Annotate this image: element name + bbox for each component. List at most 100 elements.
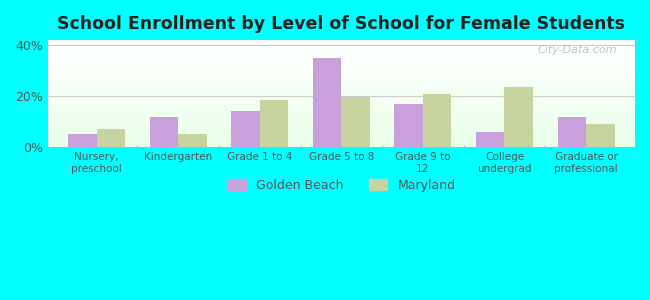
Bar <box>47 119 635 120</box>
Bar <box>47 126 635 127</box>
Bar <box>47 87 635 88</box>
Bar <box>47 57 635 58</box>
Bar <box>47 60 635 62</box>
Bar <box>47 68 635 69</box>
Bar <box>47 102 635 103</box>
Bar <box>47 140 635 141</box>
Bar <box>47 59 635 60</box>
Bar <box>47 135 635 136</box>
Bar <box>47 49 635 50</box>
Bar <box>47 142 635 143</box>
Bar <box>231 112 260 147</box>
Bar <box>47 118 635 119</box>
Bar <box>47 71 635 72</box>
Bar <box>423 94 452 147</box>
Bar <box>178 134 207 147</box>
Bar <box>47 114 635 115</box>
Bar <box>47 143 635 144</box>
Bar <box>47 120 635 122</box>
Bar <box>47 54 635 55</box>
Bar <box>47 44 635 46</box>
Bar <box>47 130 635 131</box>
Bar <box>47 116 635 117</box>
Bar <box>47 81 635 82</box>
Bar <box>47 75 635 76</box>
Bar <box>47 93 635 94</box>
Bar <box>47 74 635 75</box>
Bar <box>47 95 635 96</box>
Bar <box>47 110 635 111</box>
Bar <box>47 139 635 140</box>
Bar <box>47 137 635 139</box>
Bar <box>47 67 635 68</box>
Bar <box>47 129 635 130</box>
Bar <box>47 100 635 101</box>
Bar <box>47 125 635 126</box>
Bar <box>47 88 635 89</box>
Bar <box>47 72 635 73</box>
Bar <box>47 106 635 107</box>
Bar <box>47 146 635 147</box>
Bar <box>586 124 615 147</box>
Bar <box>260 100 289 147</box>
Bar <box>47 101 635 102</box>
Bar <box>47 117 635 118</box>
Bar <box>47 83 635 84</box>
Bar <box>313 58 341 147</box>
Bar <box>47 111 635 112</box>
Bar <box>47 144 635 145</box>
Bar <box>97 129 125 147</box>
Bar <box>47 99 635 100</box>
Bar <box>47 63 635 64</box>
Bar <box>47 65 635 66</box>
Bar <box>47 73 635 74</box>
Bar <box>150 117 178 147</box>
Bar <box>395 104 423 147</box>
Bar <box>47 85 635 86</box>
Bar <box>47 84 635 85</box>
Bar <box>47 104 635 105</box>
Bar <box>47 70 635 71</box>
Bar <box>558 117 586 147</box>
Bar <box>47 124 635 125</box>
Bar <box>68 134 97 147</box>
Bar <box>47 52 635 53</box>
Bar <box>47 51 635 52</box>
Bar <box>47 58 635 59</box>
Bar <box>47 103 635 104</box>
Bar <box>47 94 635 95</box>
Bar <box>47 82 635 83</box>
Bar <box>47 56 635 57</box>
Bar <box>47 66 635 67</box>
Bar <box>47 109 635 110</box>
Legend: Golden Beach, Maryland: Golden Beach, Maryland <box>222 173 460 196</box>
Bar <box>341 98 370 147</box>
Bar <box>47 46 635 48</box>
Bar <box>47 131 635 132</box>
Bar <box>47 115 635 116</box>
Bar <box>47 92 635 93</box>
Bar <box>47 76 635 78</box>
Bar <box>47 136 635 137</box>
Bar <box>47 43 635 44</box>
Bar <box>47 41 635 42</box>
Bar <box>47 141 635 142</box>
Bar <box>47 98 635 99</box>
Bar <box>47 50 635 51</box>
Bar <box>47 53 635 54</box>
Bar <box>47 86 635 87</box>
Bar <box>504 87 533 147</box>
Bar <box>47 64 635 65</box>
Bar <box>47 42 635 43</box>
Bar <box>47 128 635 129</box>
Bar <box>47 78 635 79</box>
Bar <box>47 145 635 146</box>
Bar <box>47 40 635 41</box>
Text: City-Data.com: City-Data.com <box>538 46 617 56</box>
Bar <box>47 90 635 92</box>
Bar <box>47 133 635 134</box>
Bar <box>47 80 635 81</box>
Bar <box>47 79 635 80</box>
Bar <box>47 122 635 124</box>
Bar <box>47 69 635 70</box>
